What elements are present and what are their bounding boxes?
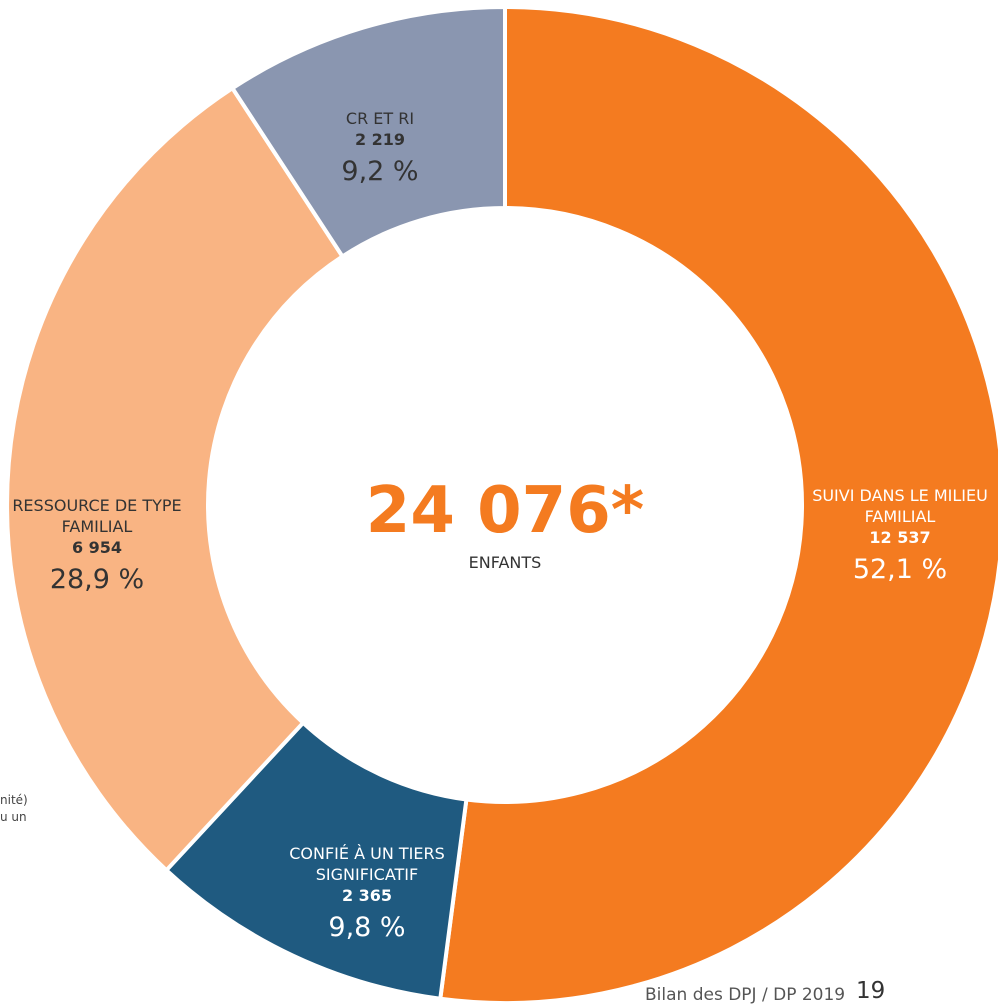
- percent-label: 9,2 %: [280, 152, 480, 192]
- category-label: CONFIÉ À UN TIERS SIGNIFICATIF: [267, 843, 467, 885]
- percent-label: 52,1 %: [800, 550, 998, 590]
- category-label: RESSOURCE DE TYPE FAMILIAL: [0, 495, 197, 537]
- footer: Bilan des DPJ / DP 2019: [645, 985, 845, 1005]
- category-label: SUIVI DANS LE MILIEU FAMILIAL: [800, 485, 998, 527]
- value-label: 12 537: [800, 527, 998, 548]
- total: 24 076*: [305, 478, 705, 544]
- fragment: u un: [0, 810, 27, 824]
- percent-label: 9,8 %: [267, 908, 467, 948]
- page-number: 19: [856, 978, 885, 1004]
- fragment: nité): [0, 793, 28, 807]
- percent-label: 28,9 %: [0, 560, 197, 600]
- value-label: 2 365: [267, 885, 467, 906]
- category-label: CR ET RI: [280, 108, 480, 129]
- value-label: 2 219: [280, 129, 480, 150]
- total-caption: ENFANTS: [305, 553, 705, 572]
- value-label: 6 954: [0, 537, 197, 558]
- page: 24 076* ENFANTS nité) u un Bilan des DPJ…: [0, 0, 998, 1007]
